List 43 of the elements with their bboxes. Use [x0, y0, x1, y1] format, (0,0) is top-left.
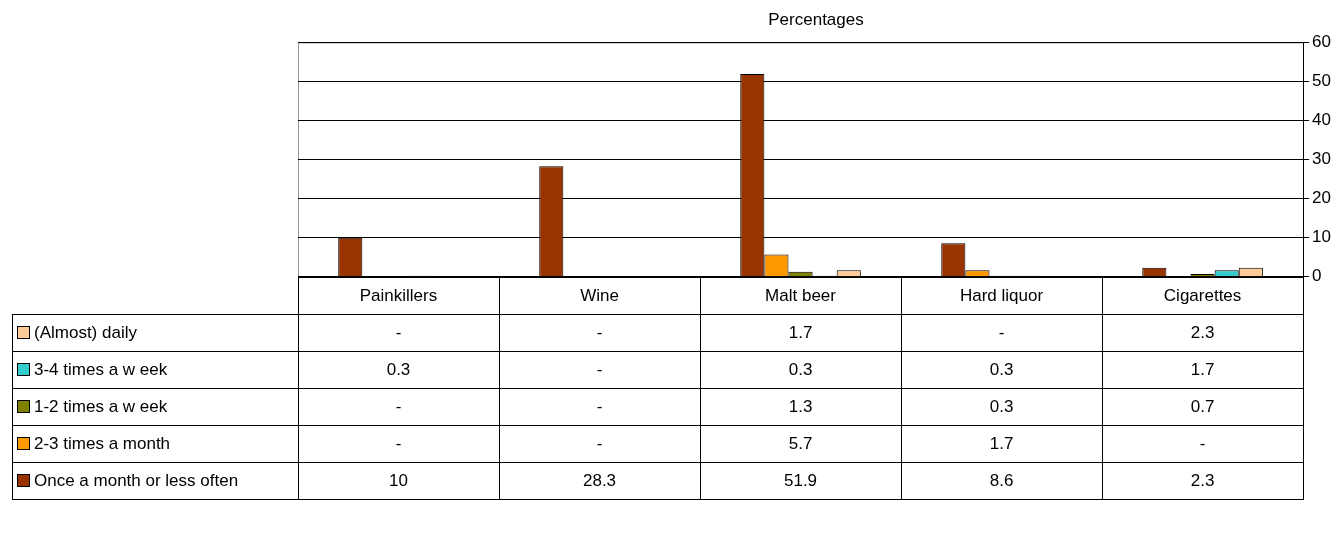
data-label: 28.3: [499, 462, 701, 500]
data-label: 2.3: [1102, 314, 1304, 352]
y-tick-label: 40: [1312, 110, 1332, 130]
text: -: [395, 323, 402, 342]
data-label: 1.7: [901, 425, 1103, 463]
x-tick-label: Painkillers: [298, 277, 500, 315]
legend-label: 3-4 times a w eek: [12, 351, 298, 389]
x-tick-label: Hard liquor: [901, 277, 1103, 315]
data-label: 0.3: [901, 388, 1103, 426]
text: -: [395, 434, 402, 453]
data-label: 0.3: [298, 351, 500, 389]
data-label: 10: [298, 462, 500, 500]
text: -: [596, 434, 603, 453]
legend-label: (Almost) daily: [12, 314, 298, 352]
chart-title: Percentages: [768, 9, 864, 29]
data-label: 0.3: [901, 351, 1103, 389]
data-label: 0.7: [1102, 388, 1304, 426]
y-tick-label: 20: [1312, 188, 1332, 208]
data-label: 5.7: [700, 425, 902, 463]
data-label: 0.3: [700, 351, 902, 389]
y-tick-label: 10: [1312, 227, 1332, 247]
text: -: [1199, 434, 1206, 453]
text: -: [395, 397, 402, 416]
text: -: [998, 323, 1005, 342]
text: -: [596, 360, 603, 379]
text: -: [596, 323, 603, 342]
data-label: 2.3: [1102, 462, 1304, 500]
data-label: 51.9: [700, 462, 902, 500]
legend-label: 2-3 times a month: [12, 425, 298, 463]
text: -: [596, 397, 603, 416]
legend-label: 1-2 times a w eek: [12, 388, 298, 426]
legend-label: Once a month or less often: [12, 462, 298, 500]
y-tick-label: 0: [1312, 266, 1322, 286]
x-tick-label: Cigarettes: [1102, 277, 1304, 315]
y-tick-label: 30: [1312, 149, 1332, 169]
data-label: 1.3: [700, 388, 902, 426]
y-tick-label: 60: [1312, 32, 1332, 52]
x-tick-label: Wine: [499, 277, 701, 315]
data-label: 1.7: [1102, 351, 1304, 389]
y-tick-label: 50: [1312, 71, 1332, 91]
data-label: 1.7: [700, 314, 902, 352]
data-label: 8.6: [901, 462, 1103, 500]
x-tick-label: Malt beer: [700, 277, 902, 315]
